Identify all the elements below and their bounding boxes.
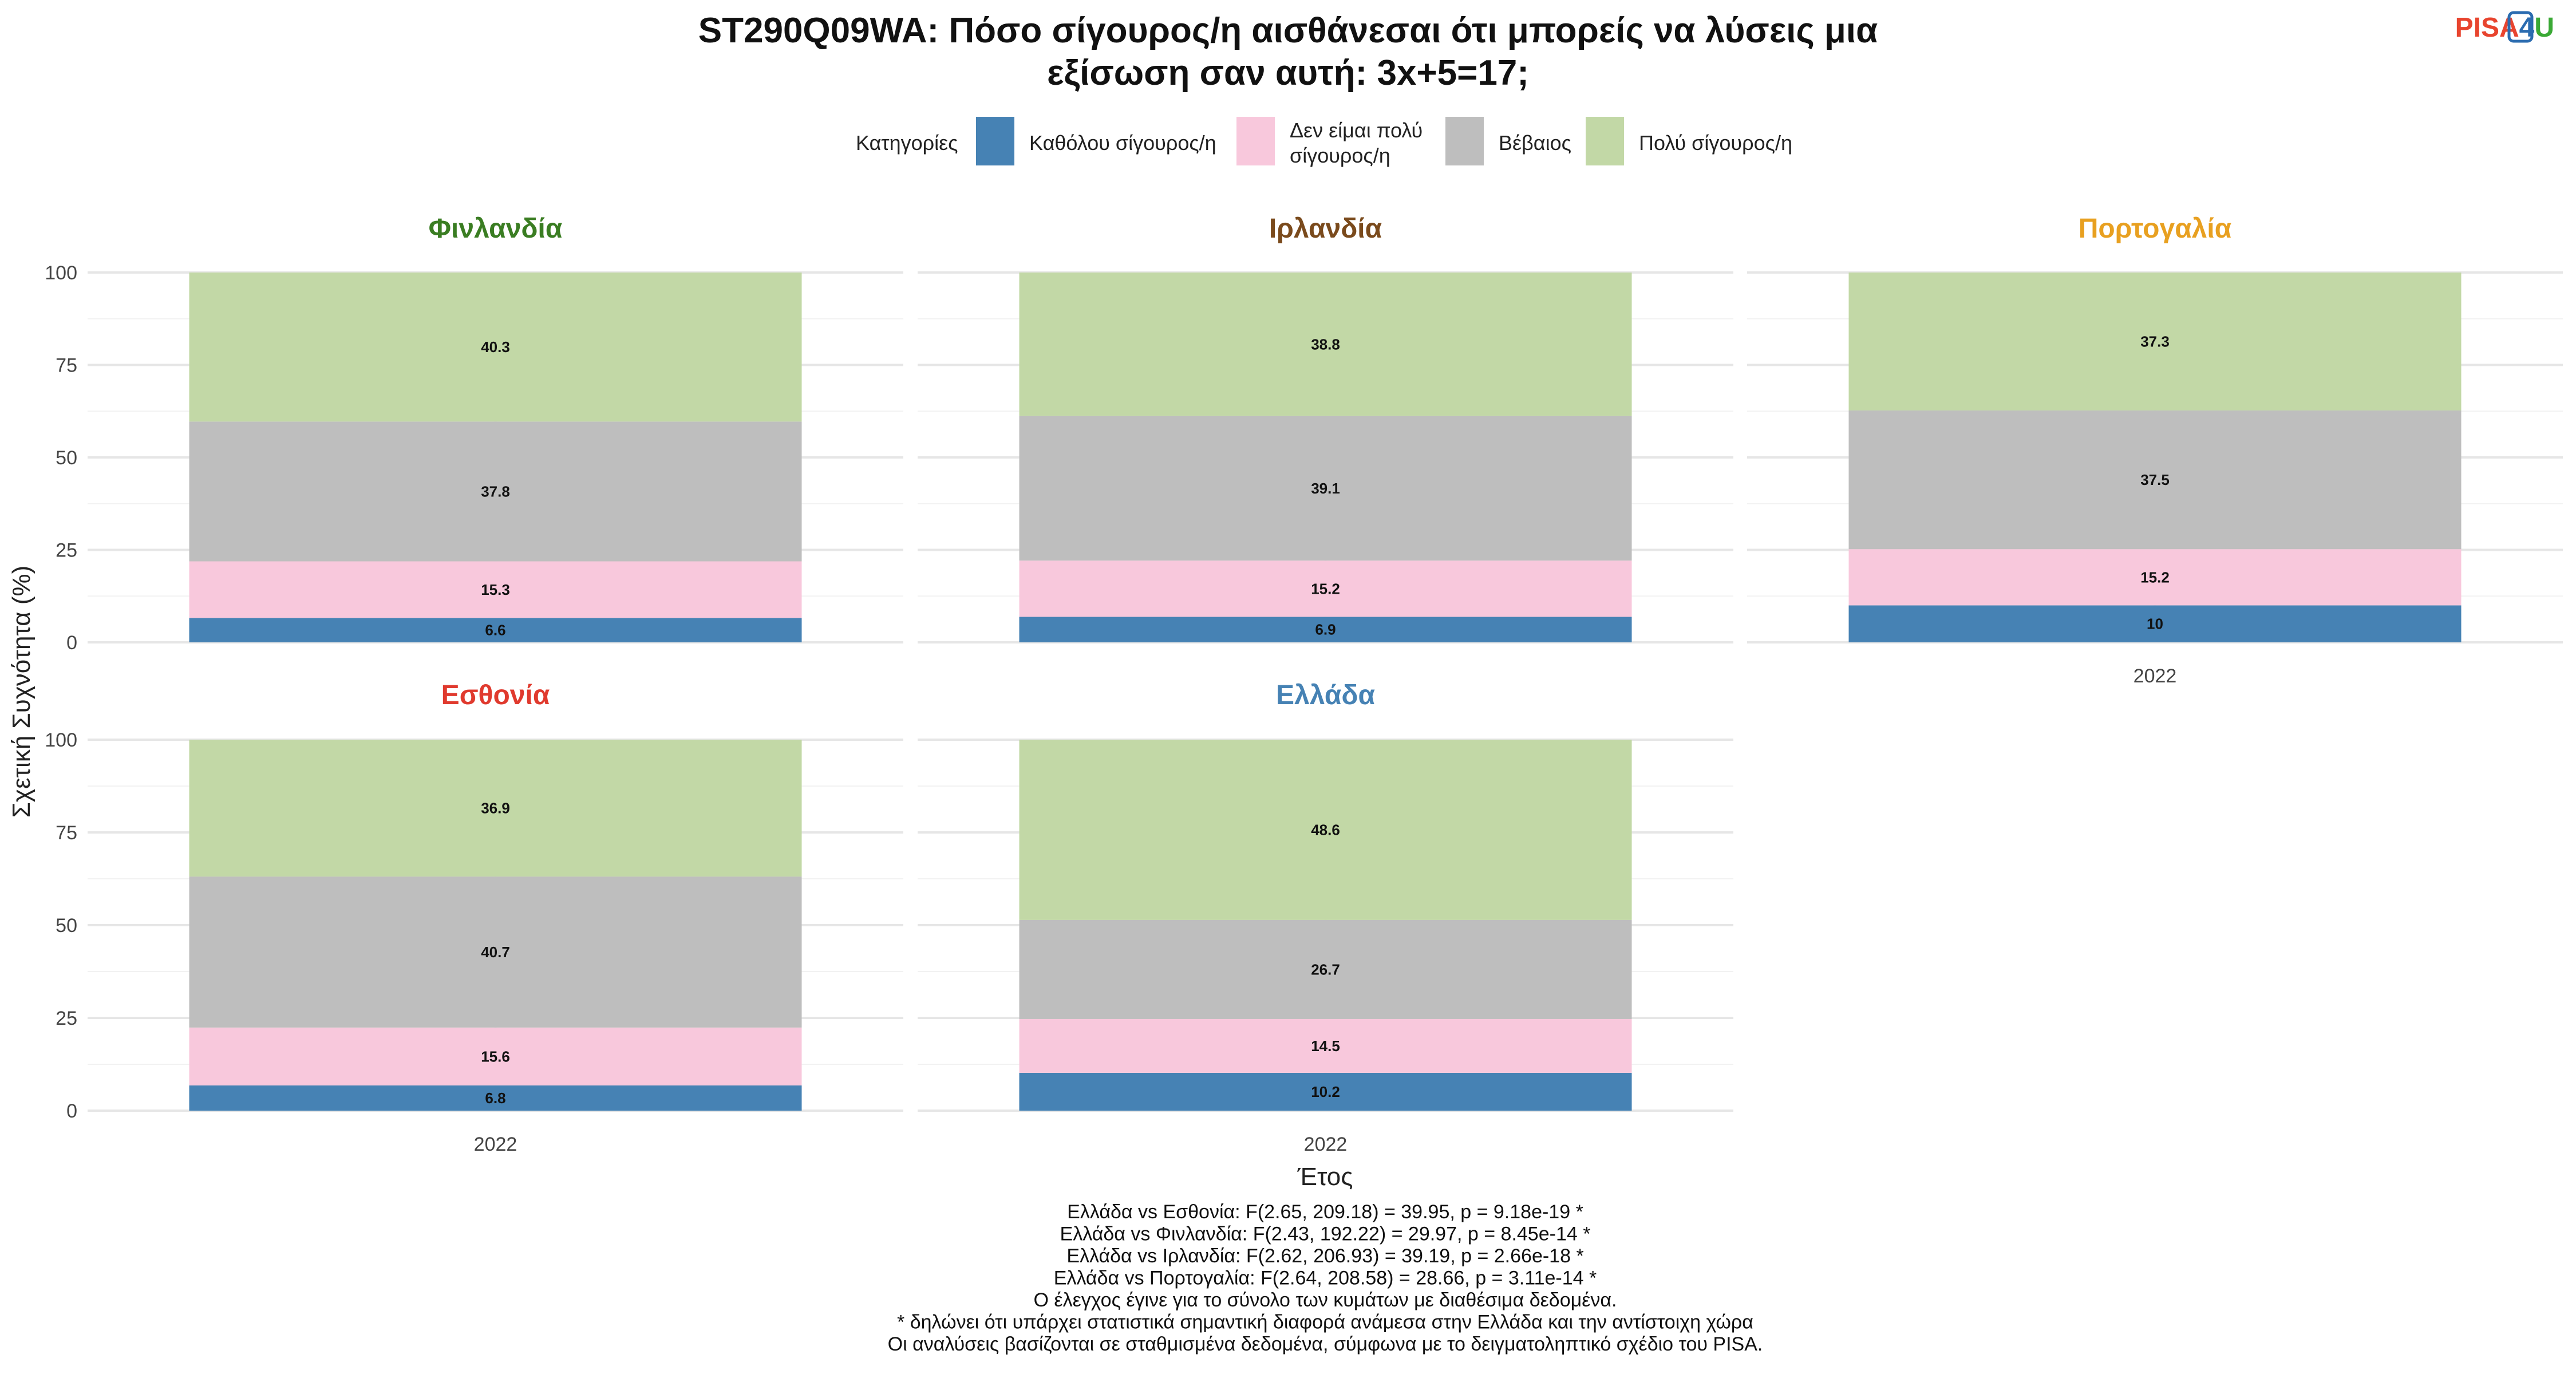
- logo-box-icon: [2507, 11, 2534, 43]
- legend-title: Κατηγορίες: [856, 131, 958, 155]
- bar-segment: [1019, 919, 1632, 1019]
- footnote: Ελλάδα vs Πορτογαλία: F(2.64, 208.58) = …: [1054, 1268, 1597, 1289]
- data-label: 40.3: [481, 338, 510, 356]
- x-axis-title: Έτος: [1297, 1163, 1353, 1191]
- bar-segment: [189, 1027, 802, 1085]
- y-tick-label: 25: [56, 1008, 77, 1029]
- bar-segment: [189, 876, 802, 1028]
- y-tick-label: 75: [56, 822, 77, 844]
- legend-label: Βέβαιος: [1499, 131, 1571, 155]
- y-tick-label: 75: [56, 355, 77, 377]
- data-label: 37.3: [2140, 333, 2170, 350]
- data-label: 15.6: [481, 1048, 510, 1065]
- footnote: Ο έλεγχος έγινε για το σύνολο των κυμάτω…: [1034, 1289, 1617, 1311]
- legend-label-line: σίγουρος/η: [1290, 144, 1390, 167]
- bar-segment: [1848, 605, 2462, 642]
- data-label: 15.2: [1311, 580, 1340, 597]
- y-tick-label: 50: [56, 447, 77, 469]
- panel-title: Εσθονία: [441, 680, 550, 710]
- footnote: Οι αναλύσεις βασίζονται σε σταθμισμένα δ…: [888, 1333, 1763, 1355]
- data-label: 15.3: [481, 581, 510, 598]
- panel-title: Φινλανδία: [429, 214, 563, 244]
- facet-panel: Εσθονία 6.8 15.6 40.7 36.9 0 25 50 75 100 2022: [45, 680, 903, 1155]
- y-tick-label: 100: [45, 729, 77, 751]
- data-label: 38.8: [1311, 335, 1340, 353]
- bar-segment: [189, 273, 802, 422]
- bar-segment: [1848, 410, 2462, 550]
- y-tick-label: 25: [56, 540, 77, 562]
- bar-segment: [1019, 617, 1632, 642]
- x-tick-label: 2022: [474, 1134, 517, 1155]
- bar-segment: [1019, 1072, 1632, 1111]
- footnote: * δηλώνει ότι υπάρχει στατιστικά σημαντι…: [897, 1312, 1753, 1333]
- bar-segment: [1019, 1018, 1632, 1073]
- bar-segment: [189, 740, 802, 877]
- data-label: 14.5: [1311, 1037, 1340, 1055]
- bar-segment: [1848, 273, 2462, 410]
- x-tick-label: 2022: [2134, 665, 2177, 687]
- data-label: 15.2: [2140, 568, 2170, 586]
- legend-swatch: [1236, 117, 1275, 165]
- data-label: 6.8: [485, 1089, 505, 1107]
- facet-panel: Πορτογαλία 10 15.2 37.5 37.3 2022: [1747, 214, 2563, 687]
- bar-segment: [189, 618, 802, 642]
- footnote: Ελλάδα vs Εσθονία: F(2.65, 209.18) = 39.…: [1067, 1201, 1583, 1223]
- bar-segment: [1019, 740, 1632, 920]
- legend-swatch: [1445, 117, 1484, 165]
- bar-segment: [1019, 416, 1632, 561]
- data-label: 39.1: [1311, 480, 1340, 497]
- panel-title: Πορτογαλία: [2079, 214, 2232, 244]
- data-label: 40.7: [481, 943, 510, 961]
- facet-panel: Ελλάδα 10.2 14.5 26.7 48.6 2022: [918, 680, 1733, 1155]
- chart-title-line1: ST290Q09WA: Πόσο σίγουρος/η αισθάνεσαι ό…: [698, 11, 1878, 50]
- y-axis-title: Σχετική Συχνότητα (%): [7, 566, 35, 818]
- data-label: 10: [2147, 615, 2163, 633]
- data-label: 6.6: [485, 622, 505, 639]
- bar-segment: [1019, 560, 1632, 617]
- legend-swatch: [1586, 117, 1624, 165]
- data-label: 6.9: [1315, 621, 1336, 638]
- panel-title: Ελλάδα: [1276, 680, 1375, 710]
- bar-segment: [189, 421, 802, 562]
- pisa4u-logo: PISA4U: [2455, 13, 2554, 43]
- bar-segment: [189, 561, 802, 618]
- bar-segment: [1019, 273, 1632, 416]
- bar-segment: [189, 1085, 802, 1111]
- data-label: 37.5: [2140, 471, 2170, 488]
- footnote: Ελλάδα vs Φινλανδία: F(2.43, 192.22) = 2…: [1060, 1223, 1591, 1245]
- y-tick-label: 50: [56, 915, 77, 937]
- facet-panel: Φινλανδία 6.6 15.3 37.8 40.3 0 25 50 75 100: [45, 214, 903, 654]
- footnote: Ελλάδα vs Ιρλανδία: F(2.62, 206.93) = 39…: [1066, 1245, 1583, 1267]
- legend-swatch: [976, 117, 1014, 165]
- y-tick-label: 0: [66, 632, 77, 654]
- data-label: 48.6: [1311, 821, 1340, 838]
- chart-title-line2: εξίσωση σαν αυτή: 3x+5=17;: [1047, 53, 1529, 93]
- data-label: 36.9: [481, 800, 510, 817]
- facet-panel: Ιρλανδία 6.9 15.2 39.1 38.8: [918, 214, 1733, 643]
- y-tick-label: 100: [45, 262, 77, 284]
- legend-label: Καθόλου σίγουρος/η: [1029, 131, 1216, 155]
- data-label: 26.7: [1311, 961, 1340, 978]
- legend-label-line: Δεν είμαι πολύ: [1290, 119, 1423, 142]
- data-label: 37.8: [481, 483, 510, 500]
- legend-label: Πολύ σίγουρος/η: [1639, 131, 1792, 155]
- bar-segment: [1848, 549, 2462, 606]
- data-label: 10.2: [1311, 1083, 1340, 1100]
- y-tick-label: 0: [66, 1100, 77, 1122]
- panel-title: Ιρλανδία: [1269, 214, 1382, 244]
- x-tick-label: 2022: [1304, 1134, 1348, 1155]
